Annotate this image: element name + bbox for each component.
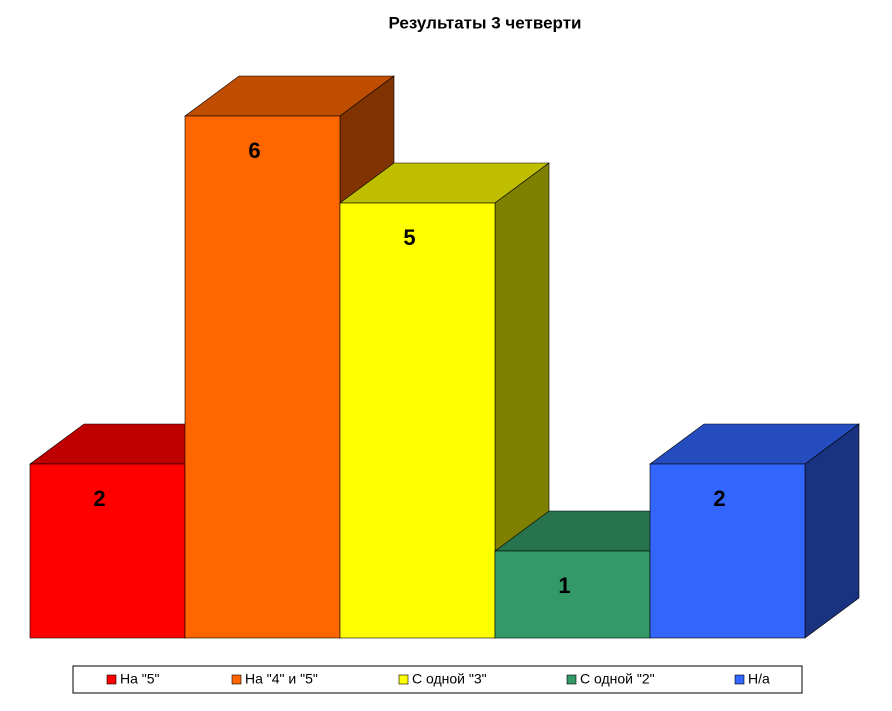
bar bbox=[184, 115, 341, 639]
data-label: 2 bbox=[93, 486, 105, 511]
legend-label: С одной "2" bbox=[580, 671, 655, 687]
data-label: 5 bbox=[403, 225, 415, 250]
legend-swatch bbox=[106, 674, 117, 685]
legend-swatch bbox=[566, 674, 577, 685]
chart-title: Результаты 3 четверти bbox=[389, 13, 582, 32]
legend-box bbox=[72, 665, 803, 694]
legend-swatch bbox=[231, 674, 242, 685]
bar bbox=[494, 550, 651, 639]
legend-swatch bbox=[734, 674, 745, 685]
legend-swatch bbox=[398, 674, 409, 685]
bar bbox=[649, 463, 806, 639]
data-label: 2 bbox=[713, 486, 725, 511]
legend-label: На "4" и "5" bbox=[245, 671, 318, 687]
bar bbox=[339, 202, 496, 639]
legend-label: Н/а bbox=[748, 671, 770, 687]
bar bbox=[29, 463, 186, 639]
legend-label: На "5" bbox=[120, 671, 160, 687]
data-label: 6 bbox=[248, 138, 260, 163]
data-label: 1 bbox=[558, 573, 570, 598]
legend-label: С одной "3" bbox=[412, 671, 487, 687]
